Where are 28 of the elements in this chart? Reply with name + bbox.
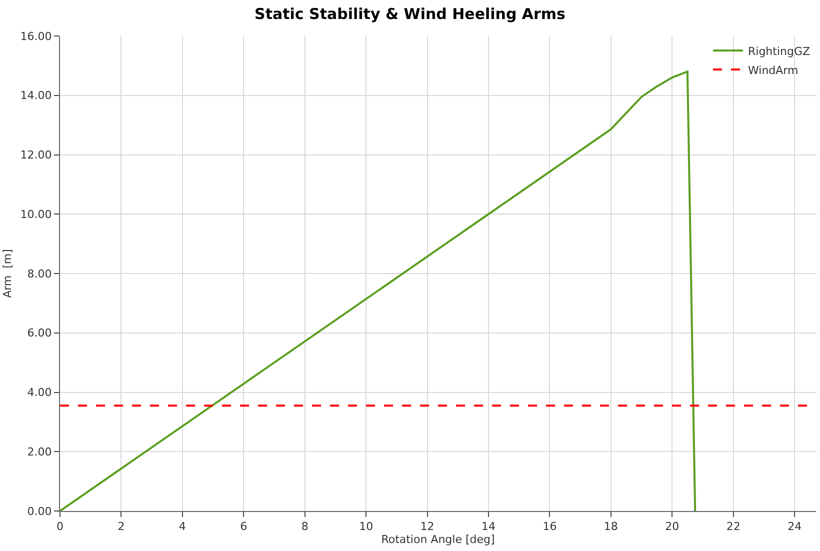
x-tick-label: 16: [542, 520, 557, 534]
x-tick-label: 14: [482, 520, 496, 534]
chart-title: Static Stability & Wind Heeling Arms: [254, 4, 566, 23]
x-tick-label: 18: [604, 520, 618, 534]
y-tick-label: 16.00: [20, 30, 52, 43]
x-tick-label: 20: [665, 520, 680, 534]
x-tick-label: 22: [726, 520, 740, 534]
legend-label: WindArm: [748, 64, 798, 77]
y-tick-label: 10.00: [20, 208, 52, 221]
y-tick-label: 2.00: [27, 445, 52, 458]
line-series: [60, 70, 696, 511]
x-tick-label: 24: [788, 520, 802, 534]
x-tick-label: 4: [178, 520, 186, 534]
x-tick-label: 0: [56, 520, 64, 534]
y-tick-label: 0.00: [27, 504, 52, 518]
x-tick-label: 8: [301, 520, 308, 534]
x-tick-label: 10: [359, 520, 374, 534]
y-axis-title: Arm [m]: [0, 249, 14, 298]
x-tick-label: 12: [420, 520, 434, 534]
y-tick-label: 12.00: [20, 148, 52, 162]
y-tick-label: 4.00: [27, 386, 52, 400]
x-tick-label: 2: [118, 520, 125, 534]
y-tick-label: 14.00: [20, 89, 52, 102]
x-tick-label: 6: [240, 520, 248, 534]
legend-label: RightingGZ: [748, 44, 810, 58]
x-axis-title: Rotation Angle [deg]: [381, 533, 495, 546]
y-tick-label: 8.00: [27, 267, 52, 280]
y-tick-label: 6.00: [27, 326, 52, 340]
